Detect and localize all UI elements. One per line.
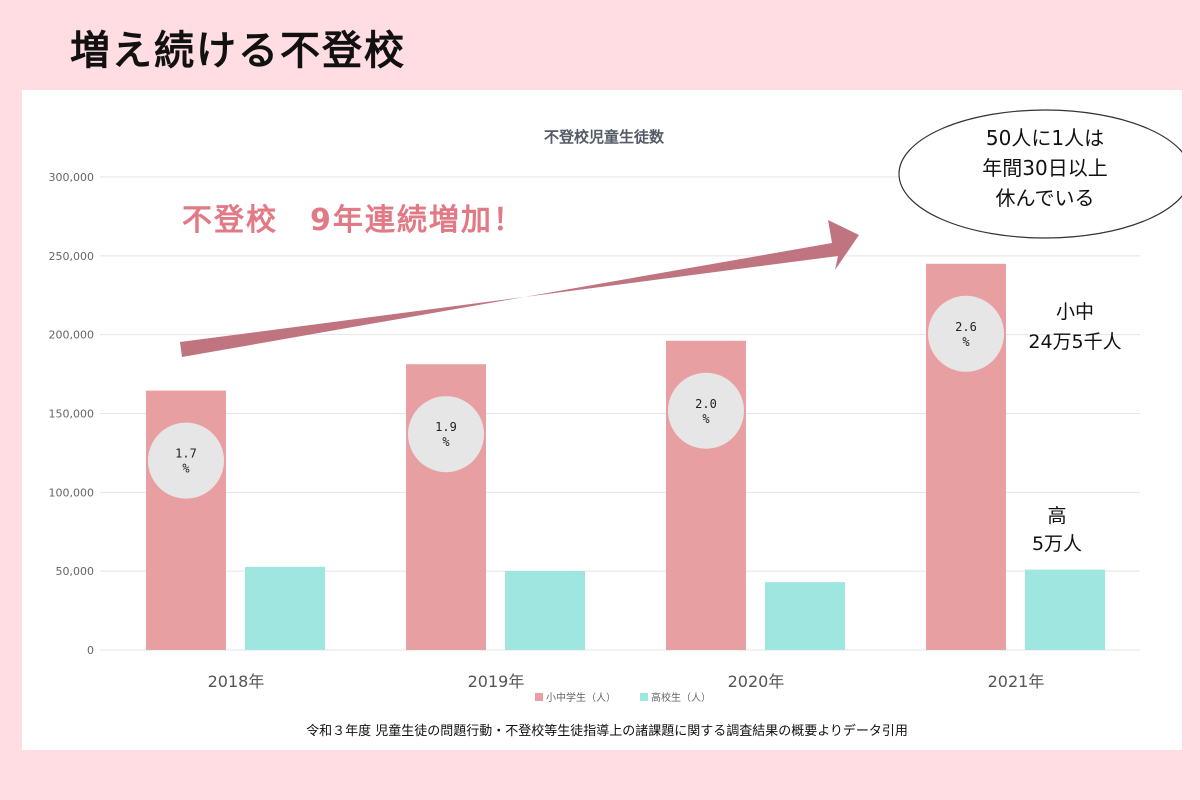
bar-chart: 不登校児童生徒数 0 50,000 100,000 150,000 200,000 250…	[49, 109, 1182, 739]
legend-swatch-elem	[535, 693, 543, 701]
percent-bubble	[668, 372, 744, 449]
percent-bubble	[928, 295, 1004, 372]
x-tick-label: 2021年	[988, 672, 1045, 691]
x-tick-label: 2020年	[728, 672, 785, 691]
bar-high-school-2	[505, 571, 585, 650]
percent-sign: %	[702, 412, 710, 426]
y-tick-label: 250,000	[49, 250, 95, 263]
y-tick-label: 300,000	[49, 171, 95, 184]
bar-high-school-4	[1025, 569, 1105, 650]
source-note: 令和３年度 児童生徒の問題行動・不登校等生徒指導上の諸課題に関する調査結果の概要…	[306, 723, 908, 739]
y-tick-label: 0	[87, 644, 94, 657]
bar-high-school-1	[245, 566, 325, 650]
y-tick-label: 150,000	[49, 408, 95, 421]
percent-sign: %	[962, 335, 970, 349]
increase-arrow	[180, 220, 859, 357]
y-tick-label: 200,000	[49, 329, 95, 342]
percent-bubble	[148, 422, 224, 499]
percent-value: 2.6	[955, 320, 977, 334]
headline-text: 不登校 9年連続増加！	[182, 203, 525, 238]
x-tick-label: 2018年	[208, 672, 265, 691]
bar-high-school-3	[765, 582, 845, 650]
annotation-high-label: 高	[1047, 505, 1066, 527]
annotation-high-count: 5万人	[1032, 533, 1082, 555]
annotation-elem-count: 24万5千人	[1028, 331, 1121, 353]
percent-sign: %	[182, 462, 190, 476]
y-tick-label: 50,000	[56, 565, 95, 578]
callout-line-2: 年間30日以上	[982, 156, 1107, 180]
legend-label-elem: 小中学生（人）	[546, 691, 616, 704]
legend-swatch-high	[640, 693, 648, 701]
percent-bubble	[408, 396, 484, 473]
legend-label-high: 高校生（人）	[651, 691, 711, 704]
percent-value: 1.7	[175, 447, 197, 461]
percent-sign: %	[442, 435, 450, 449]
chart-panel: 不登校児童生徒数 0 50,000 100,000 150,000 200,000 250…	[22, 90, 1182, 750]
annotation-elem-label: 小中	[1056, 301, 1094, 323]
page-title: 増え続ける不登校	[70, 28, 406, 74]
y-tick-label: 100,000	[49, 486, 95, 499]
percent-value: 1.9	[435, 420, 457, 434]
callout-line-3: 休んでいる	[996, 186, 1095, 210]
percent-value: 2.0	[695, 397, 717, 411]
chart-title: 不登校児童生徒数	[544, 128, 665, 146]
callout-ellipse	[898, 109, 1182, 239]
x-tick-label: 2019年	[468, 672, 525, 691]
callout-line-1: 50人に1人は	[986, 126, 1104, 150]
